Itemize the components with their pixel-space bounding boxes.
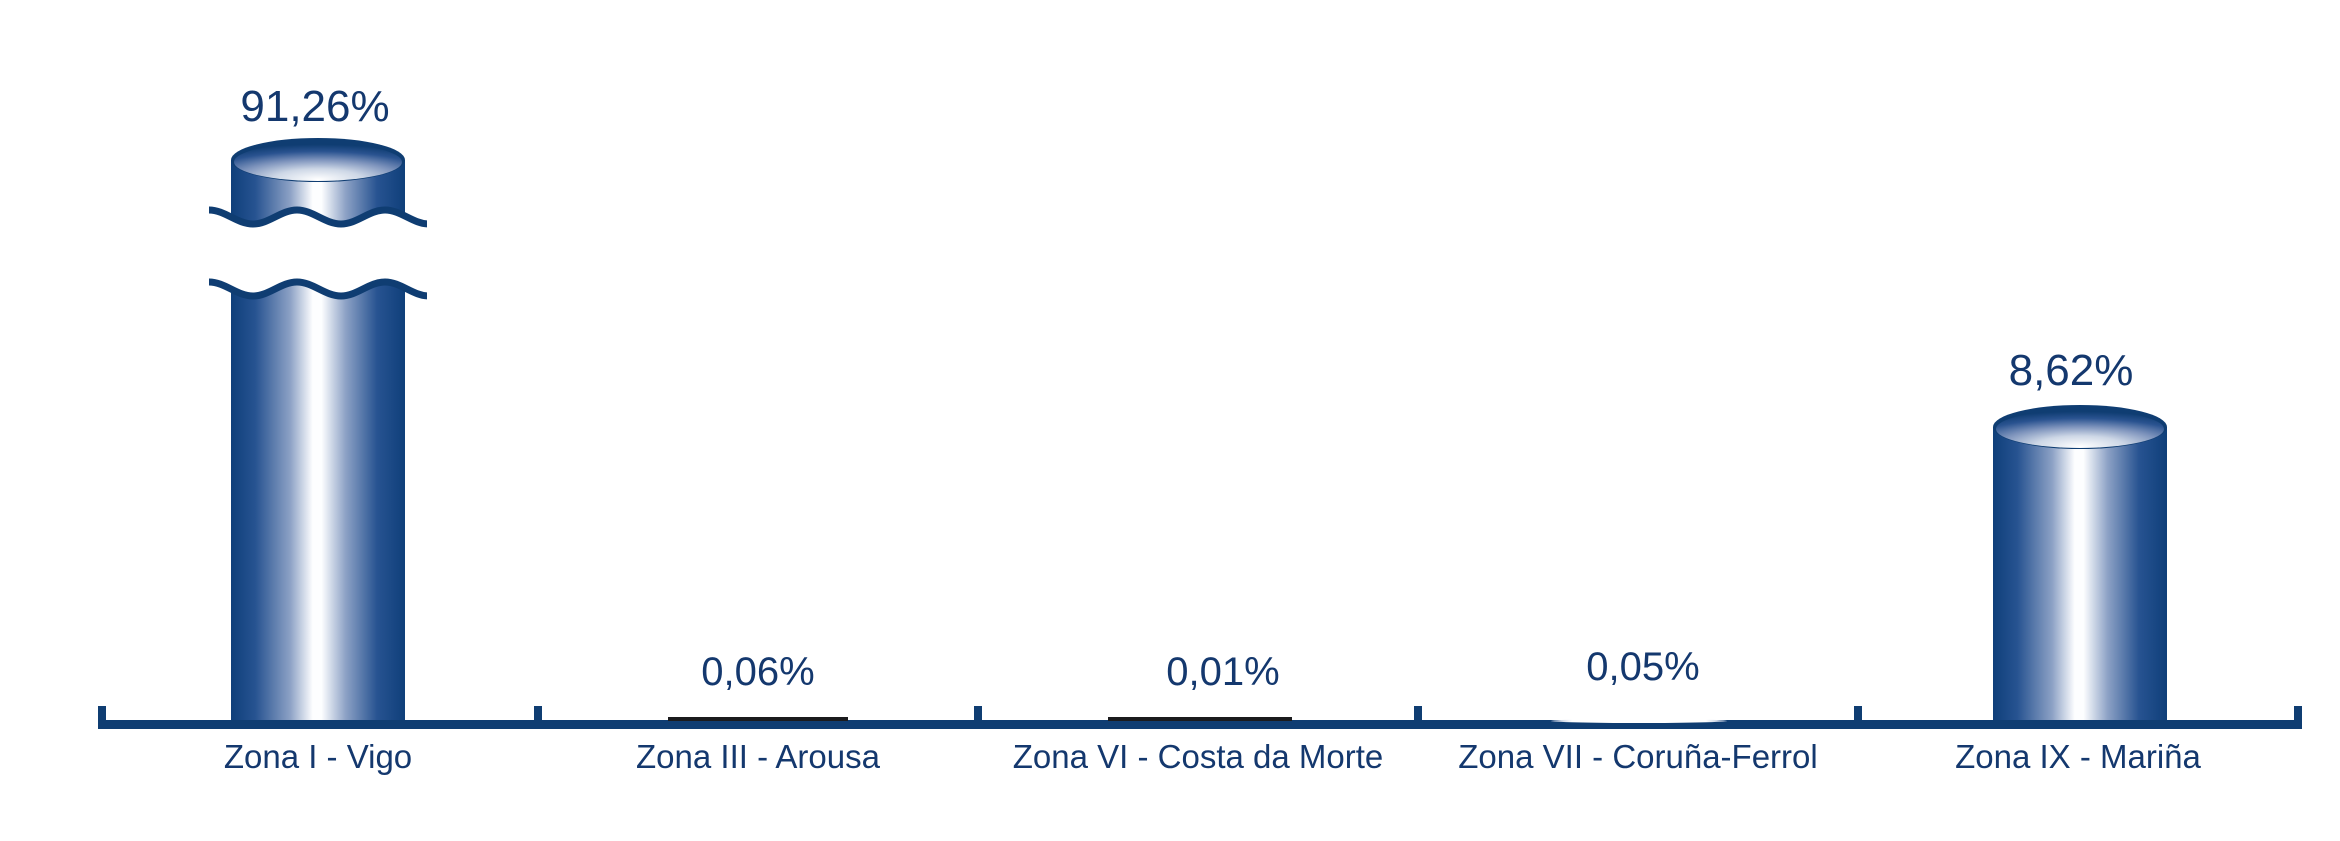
bar-marina-top-ellipse [1993,405,2167,449]
bar-vigo-bottom-segment [231,276,405,720]
x-axis-tick [974,706,982,721]
bar-costa-sliver [1108,717,1292,721]
bar-marina-body [1993,427,2167,720]
value-label-vigo: 91,26% [240,82,390,131]
bar-vigo-top-ellipse [231,138,405,182]
x-axis-line [98,720,2302,729]
bar-arousa-sliver [668,717,848,721]
x-axis-tick [1854,706,1862,721]
x-axis-tick [2294,706,2302,721]
bar-marina-top-ellipse-face [1996,410,2164,448]
category-label-vigo: Zona I - Vigo [223,738,413,775]
value-label-costa: 0,01% [1166,650,1280,694]
axis-break-wave-upper [209,206,427,244]
value-label-coruna: 0,05% [1586,645,1700,689]
value-label-marina: 8,62% [2008,346,2134,395]
category-label-coruna: Zona VII - Coruña-Ferrol [1458,738,1818,775]
x-axis-tick [1414,706,1422,721]
category-label-marina: Zona IX - Mariña [1955,738,2201,775]
value-label-arousa: 0,06% [701,650,815,694]
category-label-arousa: Zona III - Arousa [636,738,880,775]
bar-coruna-sliver [1551,719,1727,723]
x-axis-tick [534,706,542,721]
x-axis-tick [98,706,106,721]
bar-vigo-top-ellipse-face [234,143,402,181]
category-label-costa: Zona VI - Costa da Morte [1012,738,1384,775]
axis-break-wave-lower [209,276,427,300]
